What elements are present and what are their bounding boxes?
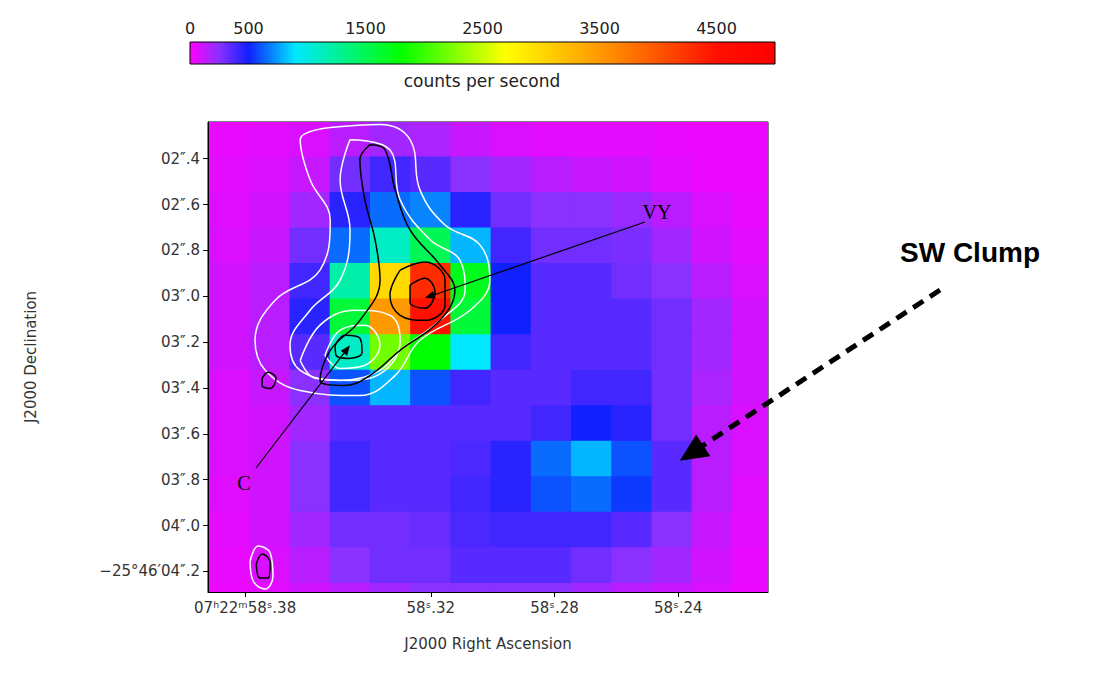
svg-text:02″.8: 02″.8: [161, 241, 200, 259]
svg-text:C: C: [237, 472, 250, 494]
svg-text:02″.4: 02″.4: [161, 150, 200, 168]
svg-text:03″.8: 03″.8: [161, 471, 200, 489]
svg-text:J2000 Declination: J2000 Declination: [22, 291, 40, 424]
svg-text:03″.2: 03″.2: [161, 333, 200, 351]
svg-text:58ˢ.32: 58ˢ.32: [406, 599, 455, 617]
svg-text:58ˢ.28: 58ˢ.28: [530, 599, 579, 617]
svg-text:J2000 Right Ascension: J2000 Right Ascension: [403, 635, 571, 653]
svg-text:3500: 3500: [579, 19, 620, 38]
svg-text:SW Clump: SW Clump: [900, 237, 1040, 268]
svg-text:58ˢ.24: 58ˢ.24: [654, 599, 703, 617]
svg-text:1500: 1500: [345, 19, 386, 38]
svg-text:VY: VY: [643, 201, 672, 223]
svg-text:counts per second: counts per second: [404, 71, 561, 91]
svg-text:03″.0: 03″.0: [161, 287, 200, 305]
svg-text:4500: 4500: [696, 19, 737, 38]
svg-text:0: 0: [185, 19, 195, 38]
svg-text:07ʰ22ᵐ58ˢ.38: 07ʰ22ᵐ58ˢ.38: [194, 599, 296, 617]
svg-text:03″.4: 03″.4: [161, 379, 200, 397]
svg-text:500: 500: [233, 19, 264, 38]
svg-text:02″.6: 02″.6: [161, 196, 200, 214]
svg-text:2500: 2500: [462, 19, 503, 38]
svg-text:04″.0: 04″.0: [161, 517, 200, 535]
svg-text:−25°46′04″.2: −25°46′04″.2: [99, 562, 200, 580]
svg-text:03″.6: 03″.6: [161, 425, 200, 443]
